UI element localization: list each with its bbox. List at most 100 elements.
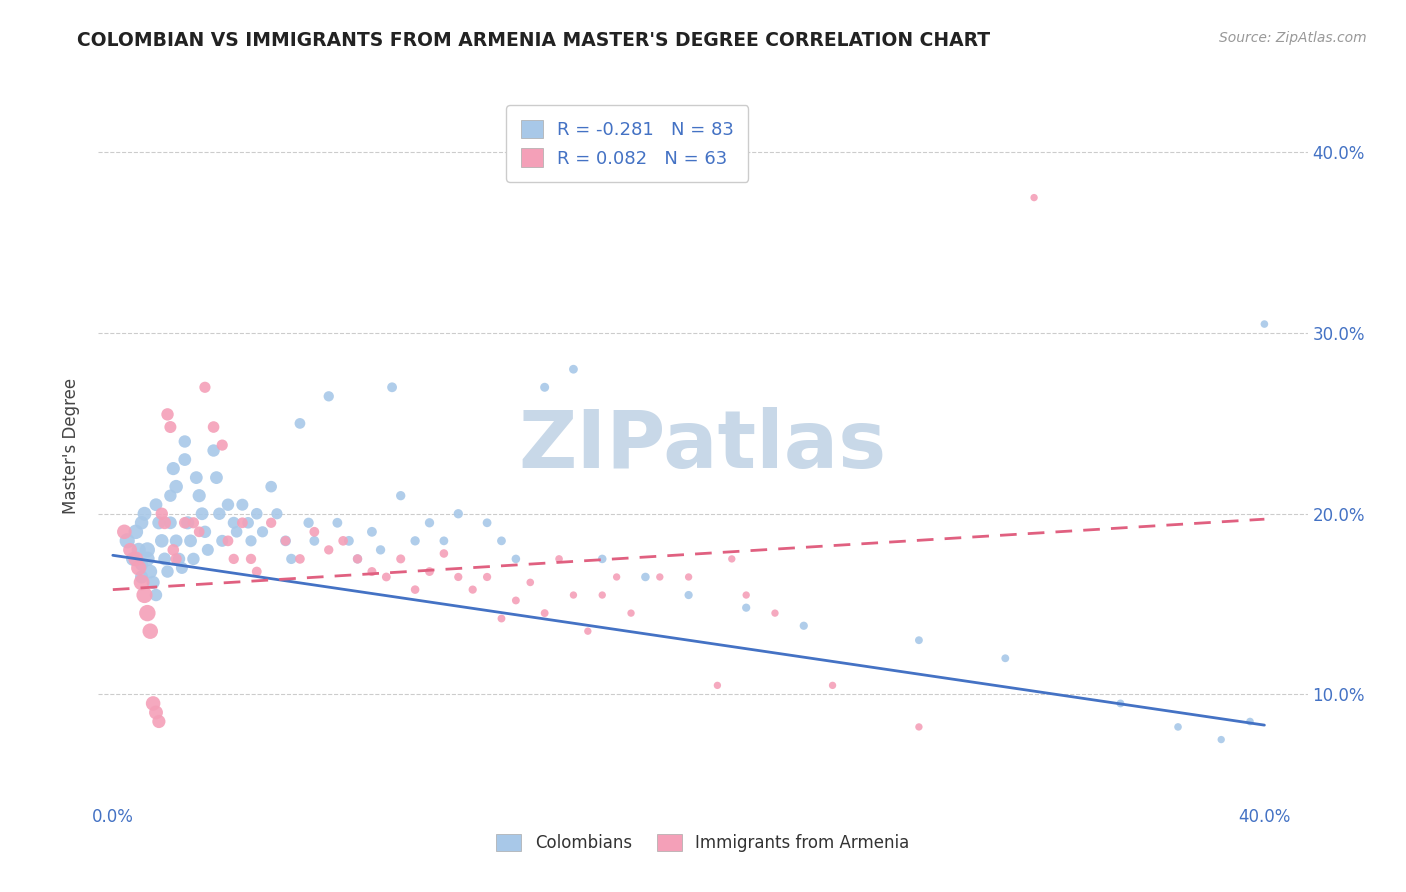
Point — [167, 552, 190, 566]
Point — [202, 443, 225, 458]
Point — [162, 542, 184, 557]
Point — [246, 507, 269, 521]
Point — [389, 552, 412, 566]
Point — [1022, 191, 1045, 205]
Point — [1239, 714, 1261, 729]
Point — [165, 533, 187, 548]
Point — [576, 624, 599, 639]
Point — [202, 420, 225, 434]
Point — [194, 380, 217, 394]
Legend: Colombians, Immigrants from Armenia: Colombians, Immigrants from Armenia — [489, 827, 917, 859]
Point — [153, 516, 176, 530]
Point — [136, 606, 159, 620]
Point — [266, 507, 288, 521]
Text: Source: ZipAtlas.com: Source: ZipAtlas.com — [1219, 31, 1367, 45]
Point — [231, 516, 253, 530]
Point — [131, 558, 153, 572]
Point — [361, 524, 384, 539]
Point — [188, 489, 211, 503]
Point — [162, 461, 184, 475]
Point — [461, 582, 484, 597]
Point — [361, 565, 384, 579]
Point — [150, 507, 173, 521]
Point — [591, 588, 613, 602]
Point — [125, 524, 148, 539]
Point — [381, 380, 404, 394]
Point — [145, 706, 167, 720]
Point — [159, 516, 181, 530]
Point — [125, 552, 148, 566]
Point — [194, 524, 217, 539]
Point — [148, 516, 170, 530]
Point — [720, 552, 742, 566]
Point — [136, 542, 159, 557]
Point — [433, 533, 456, 548]
Point — [197, 542, 219, 557]
Point — [222, 552, 245, 566]
Y-axis label: Master's Degree: Master's Degree — [62, 378, 80, 514]
Point — [165, 480, 187, 494]
Point — [260, 480, 283, 494]
Point — [648, 570, 671, 584]
Point — [145, 498, 167, 512]
Point — [337, 533, 360, 548]
Point — [211, 533, 233, 548]
Point — [156, 408, 179, 422]
Point — [173, 434, 195, 449]
Point — [142, 697, 165, 711]
Point — [763, 606, 786, 620]
Point — [153, 552, 176, 566]
Point — [148, 714, 170, 729]
Point — [208, 507, 231, 521]
Point — [288, 417, 311, 431]
Point — [821, 678, 844, 692]
Point — [191, 507, 214, 521]
Point — [139, 565, 162, 579]
Point — [533, 380, 555, 394]
Point — [131, 516, 153, 530]
Point — [188, 524, 211, 539]
Point — [260, 516, 283, 530]
Point — [170, 561, 193, 575]
Point — [505, 593, 527, 607]
Point — [274, 533, 297, 548]
Point — [240, 533, 263, 548]
Point — [591, 552, 613, 566]
Point — [165, 552, 187, 566]
Point — [370, 542, 392, 557]
Point — [1109, 697, 1132, 711]
Point — [318, 542, 340, 557]
Point — [186, 470, 208, 484]
Point — [433, 547, 456, 561]
Text: ZIPatlas: ZIPatlas — [519, 407, 887, 485]
Point — [735, 588, 758, 602]
Point — [475, 516, 498, 530]
Point — [173, 452, 195, 467]
Point — [217, 533, 239, 548]
Point — [128, 561, 150, 575]
Point — [793, 619, 815, 633]
Point — [142, 575, 165, 590]
Point — [678, 570, 700, 584]
Point — [225, 524, 247, 539]
Point — [505, 552, 527, 566]
Point — [1253, 317, 1275, 331]
Point — [318, 389, 340, 403]
Point — [418, 516, 440, 530]
Point — [620, 606, 643, 620]
Point — [176, 516, 198, 530]
Point — [115, 533, 138, 548]
Point — [274, 533, 297, 548]
Point — [404, 533, 426, 548]
Point — [139, 624, 162, 639]
Point — [606, 570, 628, 584]
Point — [908, 633, 931, 648]
Point — [447, 507, 470, 521]
Point — [332, 533, 354, 548]
Point — [136, 552, 159, 566]
Point — [131, 570, 153, 584]
Point — [120, 542, 142, 557]
Point — [183, 516, 205, 530]
Point — [131, 575, 153, 590]
Point — [491, 611, 513, 625]
